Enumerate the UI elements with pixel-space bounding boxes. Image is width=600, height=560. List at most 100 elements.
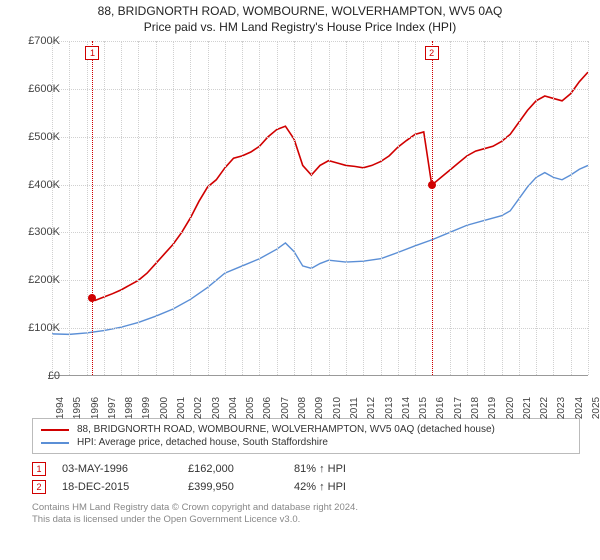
x-axis-label: 2011 xyxy=(349,397,360,419)
x-axis-label: 1994 xyxy=(55,397,66,419)
chart-title: 88, BRIDGNORTH ROAD, WOMBOURNE, WOLVERHA… xyxy=(10,4,590,18)
sale-dot xyxy=(428,181,436,189)
sales-row-marker: 1 xyxy=(32,462,46,476)
gridline-v xyxy=(571,41,572,375)
sales-row-hpi: 42% ↑ HPI xyxy=(294,481,384,493)
x-axis-label: 2012 xyxy=(366,397,377,419)
sale-vline xyxy=(92,41,93,375)
gridline-v xyxy=(69,41,70,375)
legend-swatch xyxy=(41,442,69,444)
y-axis-label: £600K xyxy=(6,83,60,95)
legend-row: HPI: Average price, detached house, Sout… xyxy=(41,436,571,449)
gridline-v xyxy=(104,41,105,375)
gridline-v xyxy=(208,41,209,375)
gridline-v xyxy=(363,41,364,375)
x-axis-label: 2005 xyxy=(245,397,256,419)
legend: 88, BRIDGNORTH ROAD, WOMBOURNE, WOLVERHA… xyxy=(32,418,580,454)
chart-area: 1 2 £0 £100K £200K £300K £400K £500K £600K £700K… xyxy=(0,36,600,416)
gridline-v xyxy=(536,41,537,375)
x-axis-label: 2019 xyxy=(487,397,498,419)
legend-label: 88, BRIDGNORTH ROAD, WOMBOURNE, WOLVERHA… xyxy=(77,424,495,435)
sales-row-marker: 2 xyxy=(32,480,46,494)
y-axis-label: £500K xyxy=(6,131,60,143)
x-axis-label: 1996 xyxy=(90,397,101,419)
x-axis-label: 2007 xyxy=(280,397,291,419)
sale-marker: 1 xyxy=(85,46,99,60)
gridline-v xyxy=(225,41,226,375)
y-axis-label: £400K xyxy=(6,179,60,191)
legend-swatch xyxy=(41,429,69,431)
gridline-v xyxy=(242,41,243,375)
sales-row-hpi: 81% ↑ HPI xyxy=(294,463,384,475)
x-axis-label: 2017 xyxy=(453,397,464,419)
y-axis-label: £0 xyxy=(6,370,60,382)
x-axis-label: 1995 xyxy=(72,397,83,419)
sale-vline xyxy=(432,41,433,375)
sale-marker: 2 xyxy=(425,46,439,60)
sales-row-date: 03-MAY-1996 xyxy=(62,463,172,475)
x-axis-label: 1999 xyxy=(141,397,152,419)
series-hpi xyxy=(52,165,588,334)
legend-label: HPI: Average price, detached house, Sout… xyxy=(77,437,328,448)
gridline-v xyxy=(138,41,139,375)
x-axis-label: 2014 xyxy=(401,397,412,419)
x-axis-label: 2024 xyxy=(574,397,585,419)
gridline-v xyxy=(467,41,468,375)
chart-svg xyxy=(52,41,588,375)
footer-line-2: This data is licensed under the Open Gov… xyxy=(32,514,590,526)
gridline-v xyxy=(346,41,347,375)
footer-line-1: Contains HM Land Registry data © Crown c… xyxy=(32,502,590,514)
sales-row: 1 03-MAY-1996 £162,000 81% ↑ HPI xyxy=(32,460,590,478)
sales-row: 218-DEC-2015£399,95042% ↑ HPI xyxy=(32,478,590,496)
x-axis-label: 2003 xyxy=(211,397,222,419)
gridline-h xyxy=(52,185,588,186)
x-axis-label: 2015 xyxy=(418,397,429,419)
x-axis-label: 2004 xyxy=(228,397,239,419)
gridline-h xyxy=(52,328,588,329)
x-axis-label: 1997 xyxy=(107,397,118,419)
x-axis-label: 2018 xyxy=(470,397,481,419)
gridline-h xyxy=(52,89,588,90)
x-axis-label: 2001 xyxy=(176,397,187,419)
gridline-v xyxy=(87,41,88,375)
gridline-v xyxy=(311,41,312,375)
y-axis-label: £700K xyxy=(6,35,60,47)
gridline-h xyxy=(52,41,588,42)
x-axis-label: 2016 xyxy=(435,397,446,419)
gridline-h xyxy=(52,232,588,233)
gridline-v xyxy=(588,41,589,375)
x-axis-label: 2008 xyxy=(297,397,308,419)
x-axis-label: 2022 xyxy=(539,397,550,419)
x-axis-label: 2000 xyxy=(159,397,170,419)
y-axis-label: £200K xyxy=(6,274,60,286)
x-axis-label: 2025 xyxy=(591,397,600,419)
x-axis-label: 2010 xyxy=(332,397,343,419)
gridline-v xyxy=(121,41,122,375)
x-axis-label: 2021 xyxy=(522,397,533,419)
gridline-v xyxy=(294,41,295,375)
x-axis-label: 2002 xyxy=(193,397,204,419)
sales-table: 1 03-MAY-1996 £162,000 81% ↑ HPI 218-DEC-201… xyxy=(32,460,590,496)
x-axis-label: 2023 xyxy=(556,397,567,419)
y-axis-label: £100K xyxy=(6,322,60,334)
gridline-v xyxy=(156,41,157,375)
gridline-v xyxy=(259,41,260,375)
gridline-v xyxy=(398,41,399,375)
x-axis-label: 2006 xyxy=(262,397,273,419)
gridline-v xyxy=(502,41,503,375)
gridline-v xyxy=(329,41,330,375)
gridline-v xyxy=(173,41,174,375)
gridline-v xyxy=(553,41,554,375)
title-area: 88, BRIDGNORTH ROAD, WOMBOURNE, WOLVERHA… xyxy=(0,0,600,36)
gridline-h xyxy=(52,137,588,138)
chart-subtitle: Price paid vs. HM Land Registry's House … xyxy=(10,20,590,34)
chart-container: 88, BRIDGNORTH ROAD, WOMBOURNE, WOLVERHA… xyxy=(0,0,600,560)
gridline-v xyxy=(277,41,278,375)
gridline-v xyxy=(484,41,485,375)
series-price_paid xyxy=(92,72,588,300)
gridline-v xyxy=(381,41,382,375)
y-axis-label: £300K xyxy=(6,226,60,238)
x-axis-label: 1998 xyxy=(124,397,135,419)
sales-row-price: £162,000 xyxy=(188,463,278,475)
x-axis-label: 2020 xyxy=(505,397,516,419)
